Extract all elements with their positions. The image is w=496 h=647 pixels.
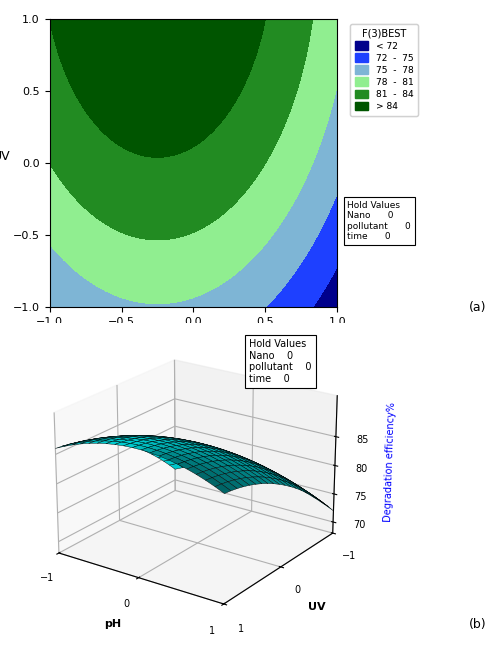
Y-axis label: UV: UV (0, 150, 10, 163)
Text: (b): (b) (469, 618, 487, 631)
X-axis label: pH: pH (104, 619, 121, 629)
Text: Hold Values
Nano      0
pollutant      0
time      0: Hold Values Nano 0 pollutant 0 time 0 (347, 201, 411, 241)
Text: Hold Values
Nano    0
pollutant    0
time    0: Hold Values Nano 0 pollutant 0 time 0 (249, 339, 312, 384)
X-axis label: pH: pH (184, 333, 203, 345)
Text: (a): (a) (469, 301, 486, 314)
Y-axis label: UV: UV (309, 602, 326, 613)
Legend: < 72, 72  -  75, 75  -  78, 78  -  81, 81  -  84, > 84: < 72, 72 - 75, 75 - 78, 78 - 81, 81 - 84… (351, 24, 418, 116)
